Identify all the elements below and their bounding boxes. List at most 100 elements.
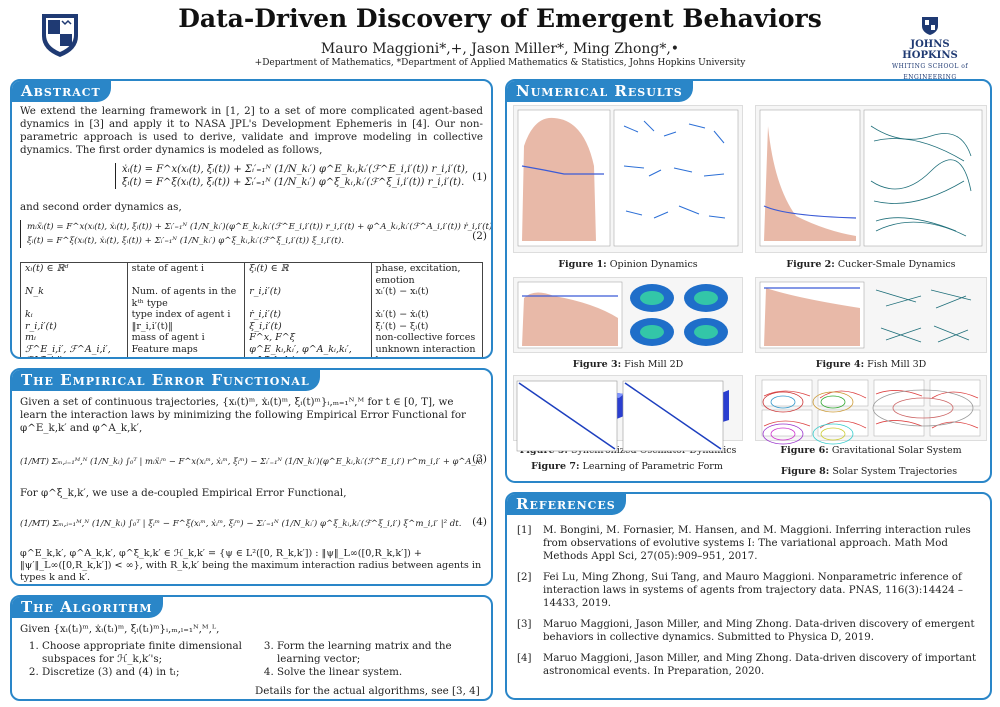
poster-authors: Mauro Maggioni*,+, Jason Miller*, Ming Z… xyxy=(320,41,680,57)
figure-8-label: Figure 8: xyxy=(780,466,830,477)
symbol-table-cell: N_k xyxy=(25,286,44,297)
symbol-table-cell: mass of agent i xyxy=(126,332,245,344)
symbol-table-cell: phase, excitation, emotion xyxy=(370,262,483,286)
empirical-footer: φ^E_k,k′, φ^A_k,k′, φ^ξ_k,k′ ∈ ℋ_k,k′ = … xyxy=(20,548,482,583)
eq4-number: (4) xyxy=(472,516,487,528)
eq1-line2: ξ̇ᵢ(t) = F^ξ(xᵢ(t), ξᵢ(t)) + Σᵢ′₌₁ᴺ (1/N… xyxy=(122,177,465,188)
eq3-number: (3) xyxy=(472,453,487,465)
reference-number: [2] xyxy=(517,572,532,583)
figure-7-caption: Learning of Parametric Form xyxy=(582,461,723,472)
symbol-table-cell: F^x, F^ξ xyxy=(244,332,372,344)
reference-text: Maruo Maggioni, Jason Miller, and Ming Z… xyxy=(543,653,977,677)
symbol-table-cell: ‖r_i,i′(t)‖ xyxy=(126,320,245,332)
algorithm-details: Details for the actual algorithms, see [… xyxy=(255,685,480,697)
reference-text: M. Bongini, M. Fornasier, M. Hansen, and… xyxy=(543,525,971,562)
symbol-table-cell: type index of agent i xyxy=(126,309,245,321)
figure-3-caption: Figure 3: Fish Mill 2D xyxy=(572,359,684,370)
empirical-mid: For φ^ξ_k,k′, we use a de-coupled Empiri… xyxy=(20,487,347,499)
symbol-table-cell: xᵢ(t) ∈ ℝᵈ xyxy=(25,263,69,274)
symbol-table-cell: mᵢ xyxy=(25,332,36,343)
equation-3: (1/MT) Σₘ,ᵢ₌₁ᴹ,ᴺ (1/N_kᵢ) ∫₀ᵀ | mᵢẍᵢᵐ − … xyxy=(20,441,487,481)
empirical-heading: The Empirical Error Functional xyxy=(12,370,320,391)
reference-text: Fei Lu, Ming Zhong, Sui Tang, and Mauro … xyxy=(543,572,964,609)
eq1-line1: ẋᵢ(t) = F^x(xᵢ(t), ξᵢ(t)) + Σᵢ′₌₁ᴺ (1/N_… xyxy=(122,164,469,175)
abstract-panel: Abstract We extend the learning framewor… xyxy=(10,79,493,359)
reference-number: [1] xyxy=(517,525,532,536)
figure-7-label: Figure 7: xyxy=(531,461,580,472)
equation-1: ẋᵢ(t) = F^x(xᵢ(t), ξᵢ(t)) + Σᵢ′₌₁ᴺ (1/N_… xyxy=(20,161,487,197)
eq2-line1: mᵢẍᵢ(t) = F^x(xᵢ(t), ẋᵢ(t), ξᵢ(t)) + Σᵢ′… xyxy=(27,222,493,232)
algorithm-step: Form the learning matrix and the learnin… xyxy=(277,640,483,666)
reference-item: [1] M. Bongini, M. Fornasier, M. Hansen, … xyxy=(517,524,980,563)
symbol-table-cell: ξᵢ′(t) − ξᵢ(t) xyxy=(370,320,483,332)
symbol-table-cell: φ^E_kᵢ,kᵢ′, φ^A_kᵢ,kᵢ′, φ^ξ_kᵢ,kᵢ′ xyxy=(244,343,372,357)
symbol-table-row: mᵢ mass of agent i F^x, F^ξ non-collective … xyxy=(21,332,483,344)
figure-2-caption: Figure 2: Cucker-Smale Dynamics xyxy=(786,259,956,270)
symbol-table-cell: ξ_i,i′(t) xyxy=(244,320,372,332)
symbol-table-row: ℱ^E_i,i′, ℱ^A_i,i′, ℱ^ξ_i,i′ Feature maps… xyxy=(21,343,483,358)
symbol-table-row: N_k Num. of agents in the kᵗʰ type r_i,i′(… xyxy=(21,286,483,309)
abstract-intro: We extend the learning framework in [1, … xyxy=(20,105,483,156)
symbol-table-cell: ẋᵢ′(t) − ẋᵢ(t) xyxy=(370,309,483,321)
eq2-line2: ξ̇ᵢ(t) = F^ξ(xᵢ(t), ẋᵢ(t), ξᵢ(t)) + Σᵢ′₌… xyxy=(27,236,344,246)
algorithm-panel: The Algorithm Given {xᵢ(tₗ)ᵐ, ẋᵢ(tₗ)ᵐ, ξ… xyxy=(10,595,493,701)
empirical-intro: Given a set of continuous trajectories, … xyxy=(20,396,466,434)
figure-4-image xyxy=(755,277,987,353)
figure-4-caption: Figure 4: Fish Mill 3D xyxy=(815,359,927,370)
figure-7-block: Figure 7: Learning of Parametric Form xyxy=(511,379,743,475)
jhu-shield-icon xyxy=(922,17,938,35)
symbol-table-cell: kᵢ xyxy=(25,309,33,320)
figure-8-caption: Solar System Trajectories xyxy=(832,466,958,477)
references-list: [1] M. Bongini, M. Fornasier, M. Hansen, … xyxy=(517,524,980,686)
figure-1-caption: Figure 1: Opinion Dynamics xyxy=(558,259,698,270)
symbol-table-cell: ℱ^E_i,i′, ℱ^A_i,i′, ℱ^ξ_i,i′ xyxy=(25,343,111,358)
figure-6-caption: Figure 6: Gravitational Solar System xyxy=(780,445,962,456)
numerical-results-panel: Numerical Results xyxy=(505,79,992,483)
figure-7-image xyxy=(516,380,724,452)
equation-4: (1/MT) Σₘ,ᵢ₌₁ᴹ,ᴺ (1/N_kᵢ) ∫₀ᵀ | ξ̇ᵢᵐ − F… xyxy=(20,504,487,544)
results-heading: Numerical Results xyxy=(507,81,693,102)
eq2-number: (2) xyxy=(472,230,487,242)
figure-3-image xyxy=(513,277,743,353)
symbol-table-cell: Feature maps xyxy=(126,343,245,357)
reference-item: [2] Fei Lu, Ming Zhong, Sui Tang, and Mau… xyxy=(517,571,980,610)
algorithm-steps-right: Form the learning matrix and the learnin… xyxy=(255,640,483,679)
equation-2: mᵢẍᵢ(t) = F^x(xᵢ(t), ẋᵢ(t), ξᵢ(t)) + Σᵢ′… xyxy=(20,218,491,258)
figure-8-image xyxy=(762,389,974,445)
figure-2-image xyxy=(755,105,987,253)
eq1-number: (1) xyxy=(472,171,487,183)
abstract-heading: Abstract xyxy=(12,81,111,102)
figure-1-image xyxy=(513,105,743,253)
symbol-table-cell: ṙ_i,i′(t) xyxy=(244,309,372,321)
jhu-logo-school: WHITING SCHOOL of ENGINEERING xyxy=(891,63,969,81)
algorithm-heading: The Algorithm xyxy=(12,597,163,618)
references-panel: References [1] M. Bongini, M. Fornasier, … xyxy=(505,492,992,700)
university-shield-logo xyxy=(40,12,80,58)
jhu-logo-name: JOHNS HOPKINS xyxy=(902,39,958,61)
algorithm-steps-left: Choose appropriate finite dimensional su… xyxy=(20,640,255,698)
jhu-logo: JOHNS HOPKINS WHITING SCHOOL of ENGINEER… xyxy=(888,16,972,83)
algorithm-step: Solve the linear system. xyxy=(277,666,483,679)
symbol-table-cell: xᵢ′(t) − xᵢ(t) xyxy=(370,286,483,309)
references-heading: References xyxy=(507,494,626,515)
symbol-table-cell: non-collective forces xyxy=(370,332,483,344)
symbol-table-row: kᵢ type index of agent i ṙ_i,i′(t) ẋᵢ′(t) −… xyxy=(21,309,483,321)
symbol-table-cell: state of agent i xyxy=(126,262,245,286)
empirical-error-panel: The Empirical Error Functional Given a s… xyxy=(10,368,493,586)
symbol-table-cell: unknown interaction laws xyxy=(370,343,483,357)
symbol-table-cell: r_i,i′(t) xyxy=(244,286,372,309)
symbol-table-cell: r_i,i′(t) xyxy=(25,320,57,332)
reference-text: Maruo Maggioni, Jason Miller, and Ming Z… xyxy=(543,619,975,643)
symbol-table-cell: ξᵢ(t) ∈ ℝ xyxy=(244,262,372,286)
algorithm-step: Choose appropriate finite dimensional su… xyxy=(42,640,255,666)
eq4-body: (1/MT) Σₘ,ᵢ₌₁ᴹ,ᴺ (1/N_kᵢ) ∫₀ᵀ | ξ̇ᵢᵐ − F… xyxy=(20,519,462,529)
eq3-body: (1/MT) Σₘ,ᵢ₌₁ᴹ,ᴺ (1/N_kᵢ) ∫₀ᵀ | mᵢẍᵢᵐ − … xyxy=(20,456,483,466)
algorithm-intro: Given {xᵢ(tₗ)ᵐ, ẋᵢ(tₗ)ᵐ, ξᵢ(tₗ)ᵐ}ᵢ,ₘ,ₗ₌₁… xyxy=(20,623,220,635)
symbol-table-cell: Num. of agents in the kᵗʰ type xyxy=(126,286,245,309)
reference-number: [4] xyxy=(517,653,532,664)
symbol-table-row: r_i,i′(t) ‖r_i,i′(t)‖ ξ_i,i′(t) ξᵢ′(t) − ξᵢ… xyxy=(21,320,483,332)
figure-8-block: Figure 8: Solar System Trajectories xyxy=(753,386,985,477)
poster-title: Data-Driven Discovery of Emergent Behavi… xyxy=(178,4,822,33)
reference-item: [4] Maruo Maggioni, Jason Miller, and Min… xyxy=(517,652,980,678)
